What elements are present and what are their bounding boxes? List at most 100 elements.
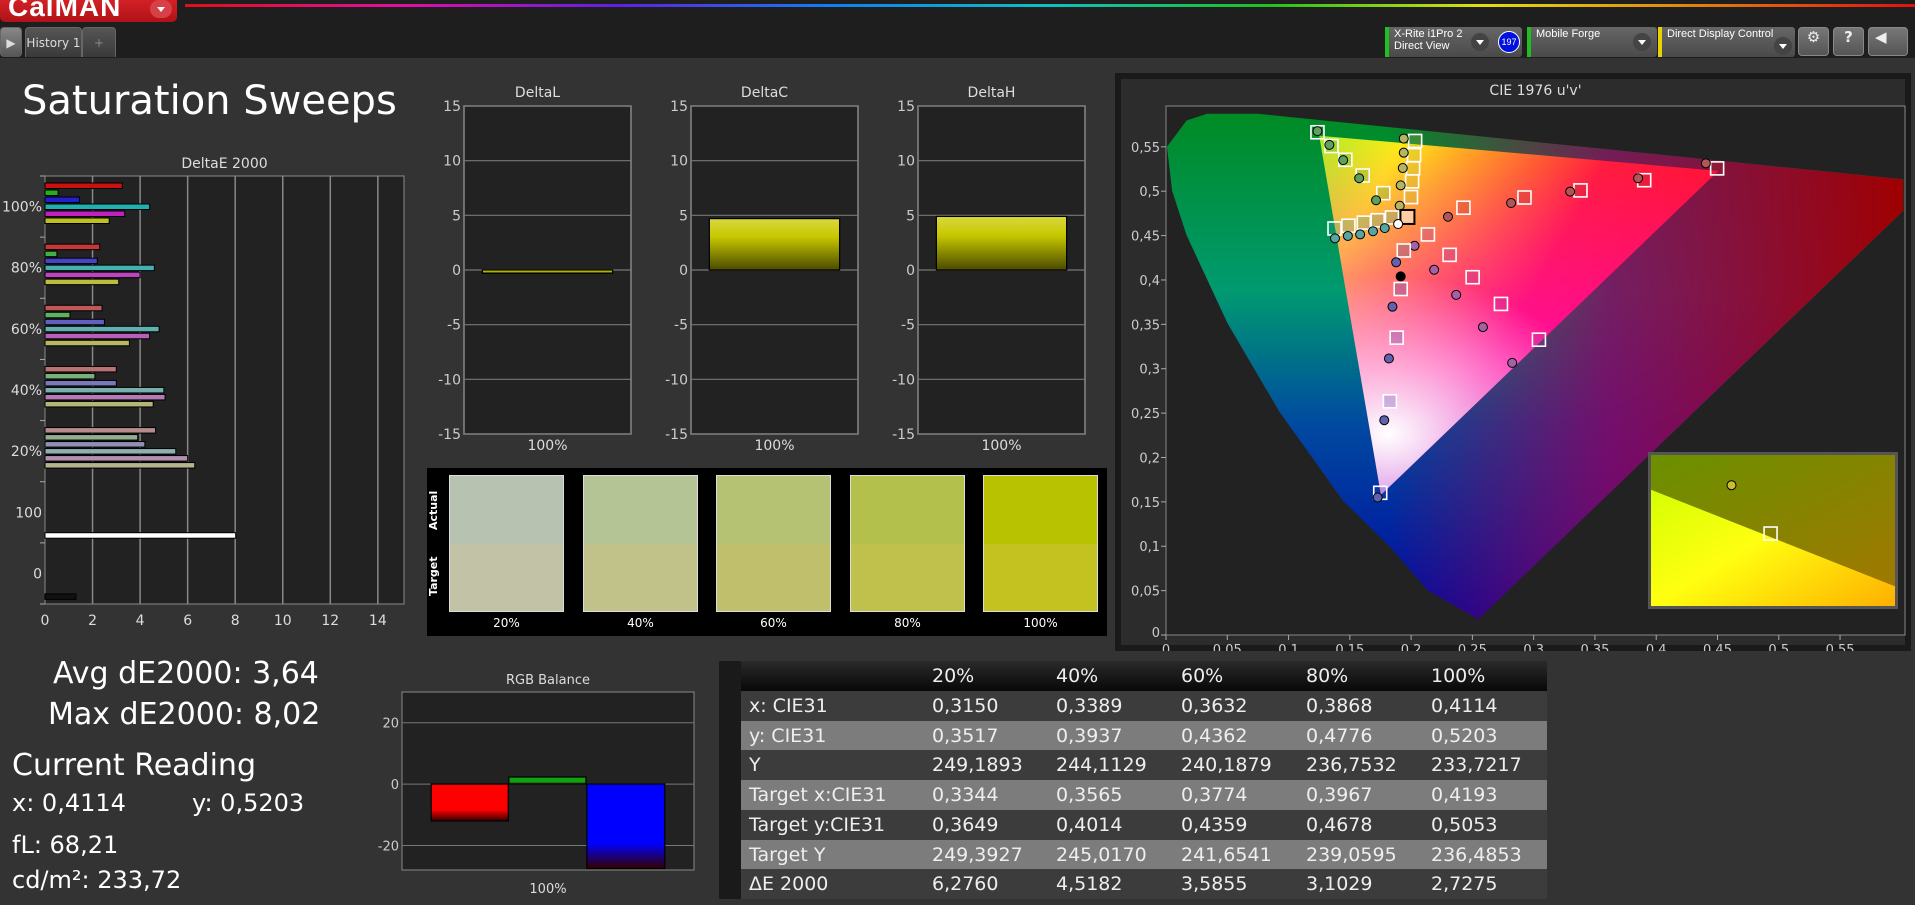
x-tick-label: 0,1	[1278, 643, 1299, 651]
target-point-magenta	[1442, 247, 1457, 263]
x-tick-label: 0,45	[1703, 643, 1732, 651]
logo-text: CalMAN	[8, 0, 122, 22]
x-tick-label: 0	[1162, 643, 1170, 651]
swatch-label: 40%	[627, 616, 654, 630]
y-tick-label: 0	[391, 778, 399, 793]
add-tab-button[interactable]: +	[82, 27, 116, 57]
status-bar	[1527, 27, 1531, 57]
actual-swatch	[450, 476, 563, 544]
actual-swatch	[717, 476, 830, 544]
table-cell: 233,7217	[1431, 754, 1522, 777]
deltae-bar	[44, 462, 196, 469]
tab-history-1[interactable]: History 1	[25, 27, 82, 57]
table-cell: 0,5053	[1431, 813, 1498, 836]
row-label: Target Y	[749, 843, 826, 866]
row-label: Target x:CIE31	[749, 784, 887, 807]
chevron-down-icon[interactable]	[1471, 33, 1489, 51]
swatch-100%	[983, 475, 1098, 612]
deltae-bar	[44, 325, 160, 333]
table-cell: 100%	[1431, 665, 1486, 687]
avg-de2000: Avg dE2000: 3,64	[53, 656, 319, 691]
table-cell: 239,0595	[1306, 843, 1397, 866]
source-selector[interactable]: Mobile Forge	[1527, 27, 1657, 57]
meter-selector[interactable]: X-Rite i1Pro 2 Direct View 197	[1385, 27, 1522, 57]
chevron-down-icon[interactable]	[1774, 37, 1792, 55]
x-tick-label: 0,15	[1335, 643, 1364, 651]
deltae-bar	[44, 448, 177, 455]
swatch-label: 60%	[760, 616, 787, 630]
x-tick-label: 6	[183, 613, 192, 629]
table-cell: 240,1879	[1181, 754, 1272, 777]
y-tick-label: -15	[665, 427, 688, 443]
chart-title: DeltaH	[968, 85, 1016, 101]
rgb-bar-r	[430, 783, 509, 822]
measured-point-green	[1312, 126, 1323, 137]
measured-point-yellow	[1395, 180, 1406, 191]
y-tick-label: 15	[897, 99, 915, 115]
swatch-40%	[583, 475, 698, 612]
chevron-shape	[1638, 40, 1646, 45]
collapse-arrow-icon[interactable]: ◀	[1868, 27, 1908, 56]
deltae-bar	[44, 400, 154, 408]
y-tick-label: -5	[674, 318, 688, 334]
target-point-red	[1573, 183, 1588, 198]
y-tick-label: -10	[892, 372, 915, 388]
y-tick-label: 5	[452, 208, 461, 224]
chevron-down-icon[interactable]	[1633, 33, 1651, 51]
x-category-label: 100%	[529, 882, 566, 897]
y-tick-label: -5	[901, 318, 915, 334]
deltae-bar	[44, 271, 141, 279]
deltae-bar	[44, 372, 96, 380]
target-point-yellow	[1404, 174, 1420, 189]
play-icon[interactable]: ▶	[0, 27, 22, 57]
measured-point-green	[1324, 139, 1335, 150]
swatch-80%	[850, 475, 965, 612]
deltal-chart: DeltaL 15 10 5 0 -5 -10 -15 100%	[438, 85, 632, 454]
calman-logo-menu[interactable]: CalMAN	[0, 0, 177, 22]
max-de2000: Max dE2000: 8,02	[48, 697, 321, 732]
y-tick-label: -10	[438, 372, 461, 388]
delta-bar	[708, 218, 841, 271]
target-swatch	[584, 543, 697, 611]
target-point-blue	[1389, 330, 1404, 345]
measured-point-yellow	[1394, 200, 1405, 211]
deltae-bar	[44, 365, 117, 373]
help-icon[interactable]: ?	[1833, 27, 1864, 56]
deltae-bar	[44, 311, 71, 319]
measured-point-yellow	[1398, 147, 1409, 158]
measured-point-green	[1354, 173, 1365, 184]
deltae-bar	[44, 332, 151, 340]
chevron-down-icon[interactable]	[150, 0, 172, 18]
deltae-bar	[44, 189, 59, 196]
deltae-bar	[44, 379, 117, 387]
current-reading-title: Current Reading	[12, 748, 256, 783]
y-tick-label: 0,15	[1131, 496, 1160, 511]
deltae-bar	[44, 196, 80, 203]
x-tick-label: 10	[274, 613, 292, 629]
y-category-label: 100%	[2, 200, 42, 216]
measured-point-blue	[1372, 492, 1383, 503]
measured-point-cyan	[1342, 230, 1353, 241]
measured-point-blue	[1379, 415, 1390, 426]
deltah-chart: DeltaH 15 10 5 0 -5 -10 -15 100%	[892, 85, 1086, 454]
deltae-2000-chart: DeltaE 2000 0 2 4 6 8 10 12 14 100% 80% 60% 40% 20% 10…	[2, 156, 405, 629]
chevron-shape	[157, 7, 165, 12]
y-tick-label: 10	[670, 154, 688, 170]
inset-measured-point	[1726, 480, 1737, 491]
plus-icon: +	[93, 36, 105, 50]
inset-target-point	[1763, 526, 1778, 541]
rgb-balance-chart: RGB Balance 20 0 -20 100%	[378, 673, 695, 897]
actual-label: Actual	[427, 490, 440, 530]
measurement-table: 20% 40% 60% 80% 100% x: CIE31 0,3150 0,3389 0,36…	[719, 661, 1547, 900]
page-title: Saturation Sweeps	[22, 78, 397, 124]
table-cell: 249,3927	[932, 843, 1023, 866]
x-tick-label: 0,05	[1213, 643, 1242, 651]
delta-bar	[935, 215, 1068, 271]
settings-gear-icon[interactable]: ⚙	[1798, 27, 1829, 56]
deltae-bar	[44, 278, 120, 286]
row-label: x: CIE31	[749, 695, 828, 717]
table-cell: 249,1893	[932, 754, 1023, 777]
target-point-red	[1709, 161, 1725, 176]
table-cell: 20%	[932, 665, 975, 687]
display-selector[interactable]: Direct Display Control	[1658, 27, 1795, 57]
